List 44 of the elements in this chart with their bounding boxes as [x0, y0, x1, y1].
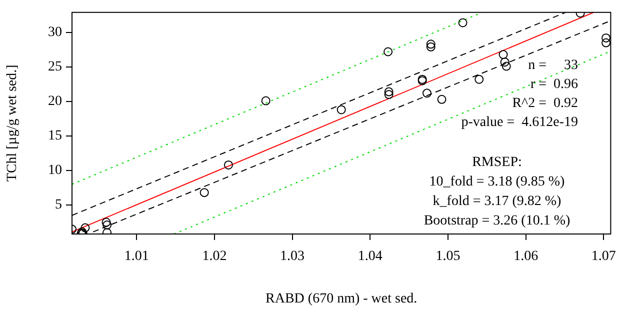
x-tick-label: 1.06 [514, 249, 538, 264]
point [102, 218, 111, 227]
point [602, 33, 611, 42]
point [426, 40, 436, 49]
x-tick-label: 1.02 [202, 249, 227, 264]
point [102, 220, 112, 230]
annotation: r = 0.96 [530, 77, 578, 92]
point [384, 47, 393, 56]
annotation: R^2 = 0.92 [512, 96, 578, 112]
x-tick-label: 1.03 [280, 249, 305, 264]
annotation: RMSEP: [472, 155, 522, 170]
annotation: n = 33 [528, 58, 578, 74]
x-tick-label: 1.07 [591, 249, 616, 264]
point [384, 90, 394, 100]
annotation: p-value = 4.612e-19 [461, 115, 578, 130]
y-tick-label: 10 [48, 163, 62, 178]
y-tick-label: 15 [48, 128, 62, 144]
point [336, 105, 346, 114]
x-tick-label: 1.04 [358, 249, 382, 264]
point [458, 18, 468, 28]
point [474, 74, 484, 84]
y-tick-label: 20 [48, 94, 62, 110]
y-axis-title: TChl [µg/g wet sed.] [5, 64, 20, 182]
x-axis-title: RABD (670 nm) - wet sed. [266, 291, 418, 306]
y-tick-label: 25 [48, 60, 62, 75]
point [437, 94, 446, 104]
point [422, 88, 432, 98]
point [80, 223, 90, 232]
point [224, 160, 233, 170]
point [200, 188, 209, 198]
point [261, 96, 270, 106]
point [502, 62, 511, 71]
x-tick-label: 1.05 [436, 249, 460, 264]
point [500, 58, 510, 67]
x-tick-label: 1.01 [124, 249, 149, 264]
point [498, 50, 508, 60]
y-tick-label: 5 [55, 198, 62, 213]
annotation: Bootstrap = 3.26 (10.1 %) [424, 214, 570, 229]
annotation: 10_fold = 3.18 (9.85 %) [429, 174, 566, 190]
point [602, 38, 611, 48]
point [384, 87, 394, 96]
y-tick-label: 30 [48, 25, 62, 40]
annotation: k_fold = 3.17 (9.82 %) [432, 194, 562, 210]
point [426, 42, 436, 52]
